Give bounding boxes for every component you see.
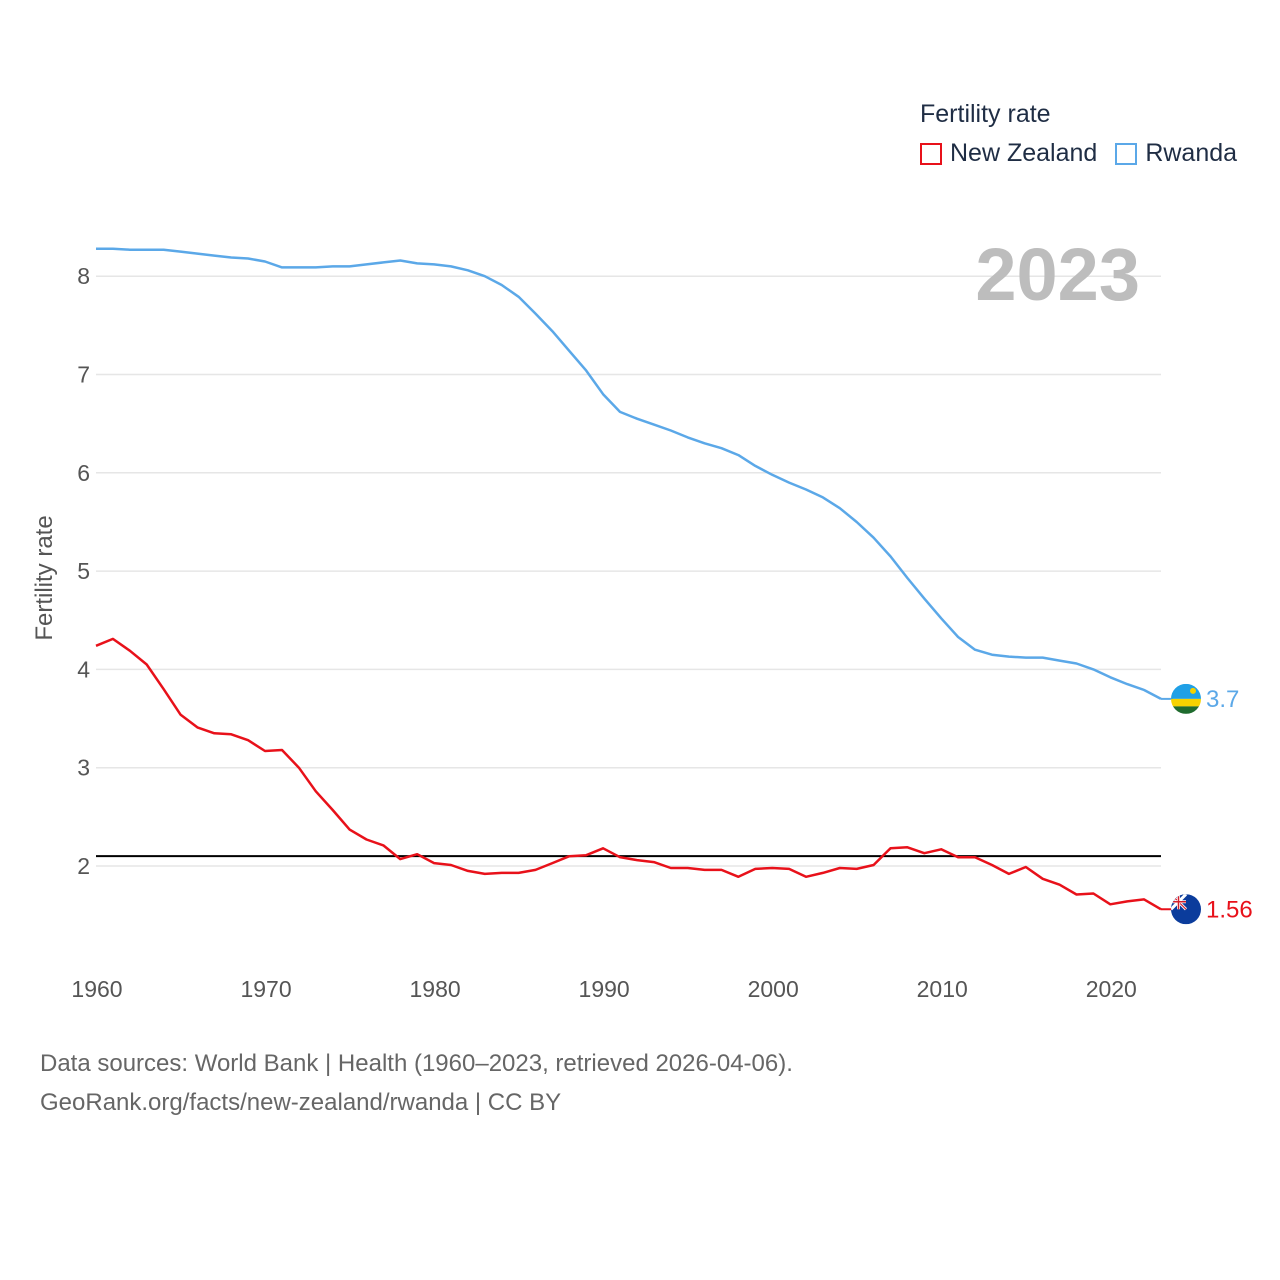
y-tick-label: 3	[77, 755, 90, 781]
legend-label-rwanda: Rwanda	[1145, 139, 1238, 167]
y-tick-label: 6	[77, 460, 90, 486]
y-tick-label: 2	[77, 853, 90, 879]
source-line-1: Data sources: World Bank | Health (1960–…	[40, 1050, 793, 1077]
legend-swatch-rwanda	[1115, 142, 1138, 165]
source-line-2: GeoRank.org/facts/new-zealand/rwanda | C…	[40, 1089, 562, 1116]
x-tick-label: 2020	[1086, 976, 1137, 1002]
x-tick-label: 2010	[917, 976, 968, 1002]
legend-item-new-zealand[interactable]: New Zealand	[920, 139, 1097, 168]
x-tick-label: 1960	[71, 976, 122, 1002]
y-tick-label: 5	[77, 558, 90, 584]
new-zealand-flag-icon	[1171, 894, 1201, 925]
y-tick-label: 8	[77, 263, 90, 289]
legend: Fertility rate New Zealand Rwanda	[920, 100, 1255, 168]
rwanda-end-label: 3.7	[1206, 686, 1239, 713]
series-line-new-zealand	[95, 637, 1162, 911]
y-tick-label: 7	[77, 362, 90, 388]
x-axis-ticks: 1960 1970 1980 1990 2000 2010 2020	[71, 976, 1136, 1002]
y-tick-label: 4	[77, 656, 90, 682]
legend-swatch-new-zealand	[920, 142, 942, 165]
x-tick-label: 1970	[240, 976, 291, 1002]
legend-title: Fertility rate	[920, 100, 1051, 128]
x-tick-label: 2000	[748, 976, 799, 1002]
legend-label-new-zealand: New Zealand	[950, 139, 1098, 167]
legend-item-rwanda[interactable]: Rwanda	[1115, 139, 1237, 168]
series-lines	[95, 247, 1173, 911]
series-line-rwanda	[96, 247, 1162, 701]
gridlines	[96, 275, 1161, 867]
x-tick-label: 1990	[579, 976, 630, 1002]
y-axis-ticks: 2 3 4 5 6 7 8	[77, 263, 90, 879]
x-tick-label: 1980	[410, 976, 461, 1002]
source-note: Data sources: World Bank | Health (1960–…	[40, 1044, 793, 1122]
year-display: 2023	[975, 233, 1140, 316]
rwanda-flag-icon	[1171, 683, 1201, 714]
new-zealand-end-label: 1.56	[1206, 896, 1253, 923]
y-axis-label: Fertility rate	[31, 515, 58, 640]
